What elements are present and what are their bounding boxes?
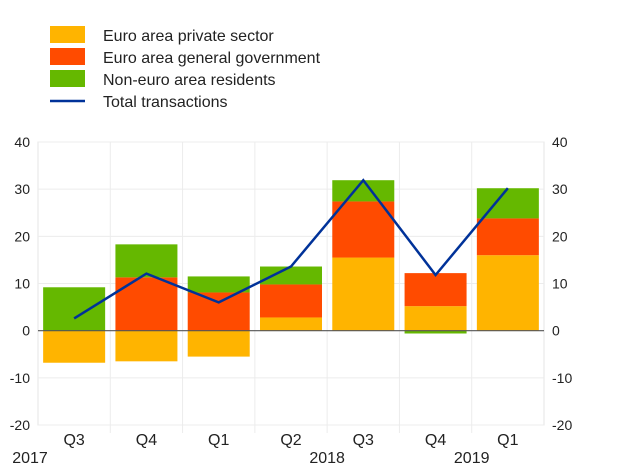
bar-segment — [260, 317, 322, 331]
axes: -20 -20 -10 -10 0 0 10 10 20 20 30 30 40 40 Q3 Q4 Q1 Q2 Q3… — [10, 134, 573, 467]
x-tick-label: Q2 — [280, 432, 301, 449]
x-tick-label: Q3 — [353, 432, 374, 449]
legend-label: Non-euro area residents — [103, 72, 276, 89]
legend-swatch — [50, 70, 85, 87]
y-tick-label-right: -20 — [552, 417, 572, 433]
y-tick-label-right: 10 — [552, 276, 568, 292]
y-tick-label-right: -10 — [552, 370, 572, 386]
bars — [43, 180, 539, 363]
x-tick-label: Q4 — [136, 432, 157, 449]
bar-segment — [187, 292, 250, 331]
bar-segment — [332, 257, 395, 331]
x-tick-label: Q1 — [497, 432, 518, 449]
total-line — [73, 178, 509, 320]
bar-segment — [476, 255, 539, 331]
x-year-label: 2019 — [454, 450, 490, 467]
bar-segment — [115, 330, 178, 362]
y-tick-label-right: 0 — [552, 323, 560, 339]
legend-label: Euro area private sector — [103, 28, 274, 45]
bar-segment — [43, 287, 106, 331]
y-tick-label-left: -20 — [10, 417, 30, 433]
x-tick-label: Q4 — [425, 432, 446, 449]
y-tick-label-right: 20 — [552, 228, 568, 244]
y-tick-label-left: -10 — [10, 370, 30, 386]
y-tick-label-left: 10 — [14, 276, 30, 292]
bar-segment — [404, 330, 467, 334]
bar-segment — [404, 273, 467, 307]
bar-segment — [476, 218, 539, 256]
bar-segment — [43, 330, 106, 363]
y-tick-label-left: 0 — [22, 323, 30, 339]
x-year-label: 2018 — [309, 450, 345, 467]
x-tick-label: Q3 — [63, 432, 84, 449]
bar-segment — [187, 276, 250, 293]
y-tick-label-left: 30 — [14, 181, 30, 197]
y-tick-label-left: 20 — [14, 228, 30, 244]
legend-swatch — [50, 48, 85, 65]
bar-segment — [332, 201, 395, 258]
legend: Euro area private sector Euro area genera… — [50, 26, 321, 111]
legend-swatch — [50, 26, 85, 43]
x-year-label: 2017 — [12, 450, 48, 467]
bar-segment — [260, 284, 322, 318]
bar-segment — [404, 306, 467, 331]
x-tick-label: Q1 — [208, 432, 229, 449]
bar-segment — [115, 244, 178, 278]
bar-segment — [332, 180, 395, 202]
bar-segment — [187, 330, 250, 357]
bar-segment — [260, 266, 322, 285]
y-tick-label-left: 40 — [14, 134, 30, 150]
legend-label: Total transactions — [103, 94, 228, 111]
y-tick-label-right: 40 — [552, 134, 568, 150]
y-tick-label-right: 30 — [552, 181, 568, 197]
legend-label: Euro area general government — [103, 50, 321, 67]
line-series-total — [73, 178, 509, 320]
bar-segment — [115, 277, 178, 331]
